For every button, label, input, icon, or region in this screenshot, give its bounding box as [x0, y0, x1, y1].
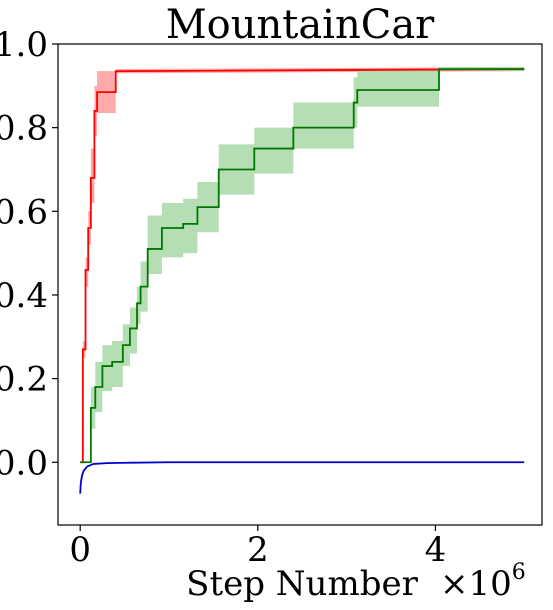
y-tick-label: 0.0 [0, 443, 48, 483]
y-tick-label: 0.8 [0, 109, 48, 149]
chart-title: MountainCar [166, 2, 435, 48]
x-tick-label: 4 [425, 530, 447, 570]
y-tick-label: 0.6 [0, 192, 48, 232]
series-2-line [79, 461, 525, 494]
y-tick-label: 0.2 [0, 360, 48, 400]
x-multiplier-exponent: 6 [512, 560, 526, 585]
series-lines [79, 68, 525, 494]
confidence-bands [80, 67, 525, 494]
x-axis-label: Step Number [186, 564, 418, 604]
series-1-line [80, 68, 525, 464]
series-2-band [80, 462, 525, 494]
plot-frame [57, 43, 543, 526]
x-tick-label: 2 [247, 530, 269, 570]
x-axis-multiplier: ×106 [440, 560, 526, 604]
series-0-line [80, 68, 525, 464]
x-multiplier-base: ×10 [440, 564, 512, 604]
series-1-band [80, 67, 525, 463]
y-tick-label: 0.4 [0, 276, 48, 316]
y-tick-label: 1.0 [0, 25, 48, 65]
x-tick-label: 0 [69, 530, 91, 570]
x-axis: 0 2 4 [69, 525, 446, 570]
y-axis: 0.0 0.2 0.4 0.6 0.8 1.0 [0, 25, 58, 483]
